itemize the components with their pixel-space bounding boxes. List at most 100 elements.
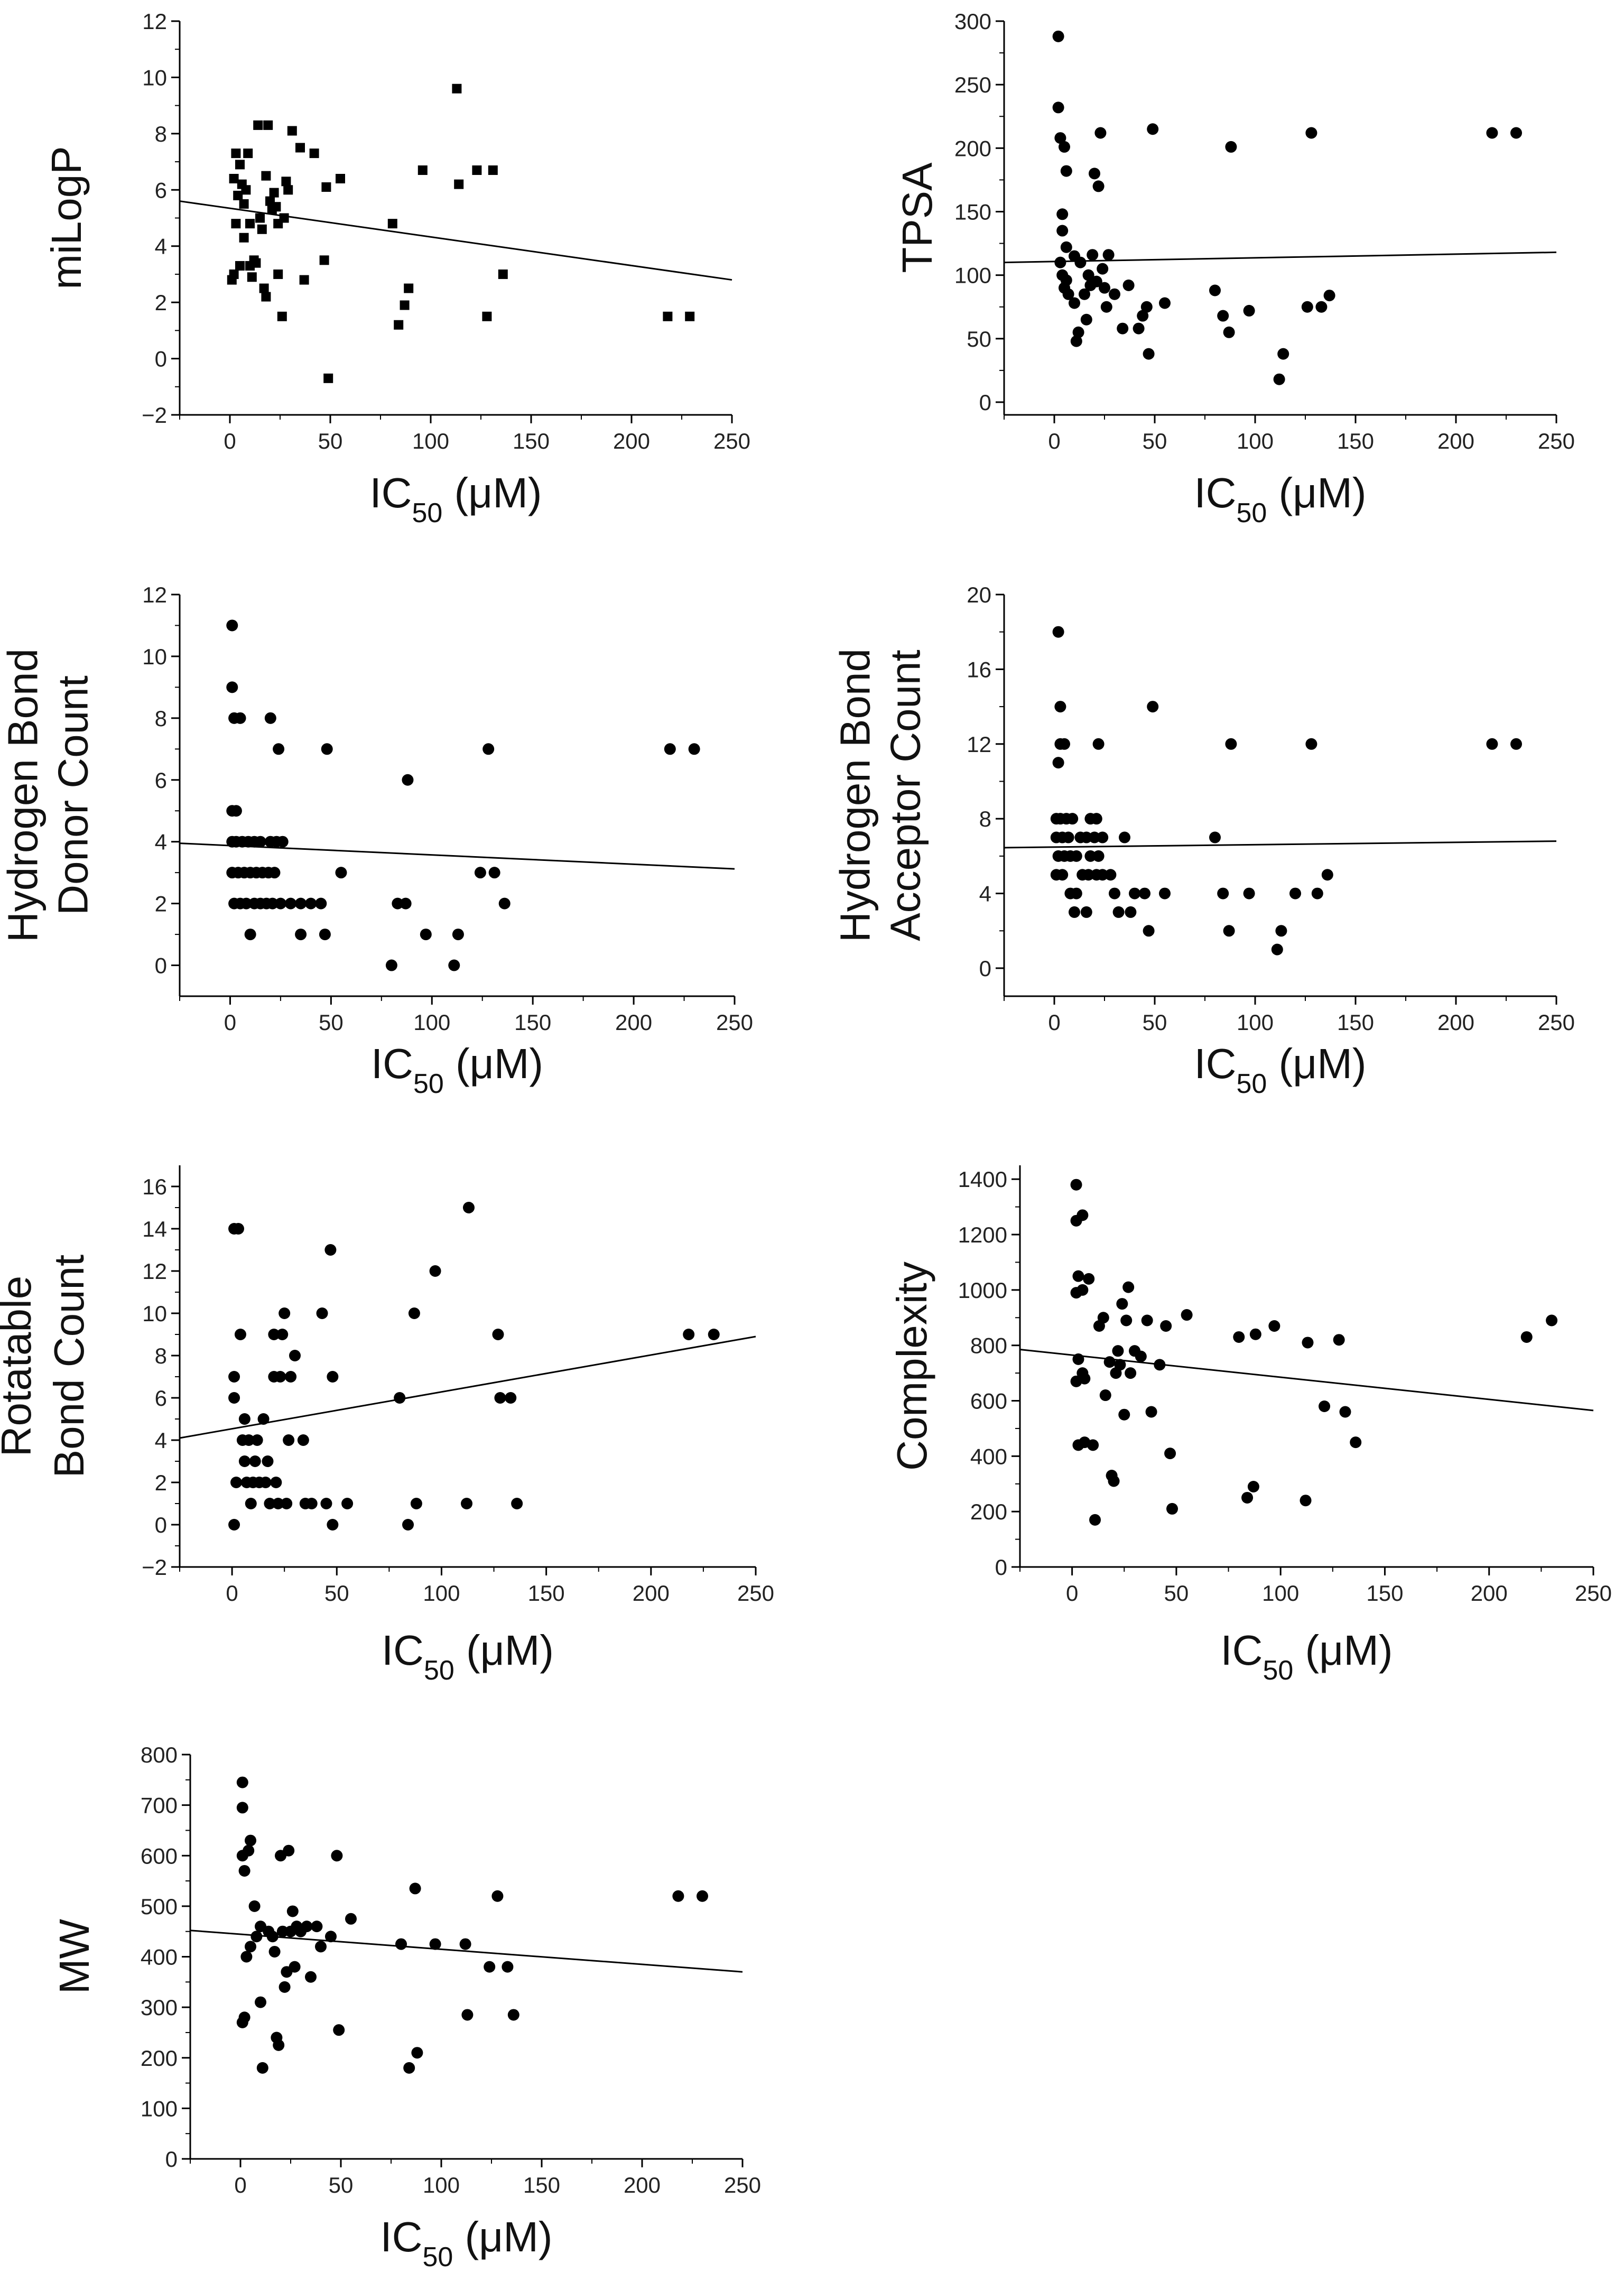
data-point (697, 1890, 708, 1902)
data-point (1243, 304, 1255, 317)
panel-rot: 0 50 100 150 200 250 −2 0 2 4 6 8 10 12 14 16 IC50 (μM) R… (0, 1165, 774, 1686)
y-tick-label: 300 (141, 1995, 178, 2020)
data-point (1072, 1353, 1084, 1365)
y-tick-label: 12 (142, 1259, 167, 1284)
data-point (264, 712, 276, 724)
data-point (482, 743, 495, 755)
data-point (1059, 141, 1070, 153)
data-point (276, 1329, 289, 1340)
y-tick-label: 100 (954, 263, 991, 288)
data-point (229, 174, 239, 183)
x-tick-label: 250 (713, 429, 750, 453)
y-tick-label: 600 (970, 1389, 1007, 1414)
data-point (228, 1371, 240, 1383)
x-tick-label: 150 (528, 1581, 565, 1606)
data-point (325, 1931, 337, 1943)
y-tick-label: 4 (155, 830, 167, 855)
data-point (1486, 738, 1498, 750)
data-point (482, 311, 492, 321)
panel-hba: 0 50 100 150 200 250 0 4 8 12 16 20 IC50 (μM) Hydroge… (832, 582, 1575, 1099)
data-point (249, 1455, 261, 1467)
data-point (244, 929, 256, 941)
data-point (1074, 256, 1087, 268)
data-point (452, 929, 464, 941)
data-point (1097, 831, 1109, 843)
data-point (461, 1498, 473, 1509)
data-point (394, 1392, 406, 1404)
panel-complexity: 0 50 100 150 200 250 0 200 400 600 800 1000 1200 1400… (888, 1165, 1612, 1686)
x-tick-label: 150 (514, 1010, 551, 1035)
data-point (231, 219, 241, 229)
data-point (411, 2047, 423, 2059)
data-point (1056, 225, 1069, 237)
y-axis-label: Complexity (888, 1262, 935, 1471)
data-point (1143, 348, 1155, 360)
data-point (1070, 1179, 1082, 1191)
data-point (236, 1776, 248, 1788)
data-point (230, 805, 242, 817)
data-point (1225, 141, 1237, 153)
data-point (1223, 925, 1235, 937)
x-tick-label: 100 (1237, 429, 1274, 453)
y-tick-label: 4 (155, 1428, 167, 1453)
data-point (1217, 310, 1229, 322)
x-tick-label: 100 (412, 429, 449, 453)
data-point (1089, 1514, 1101, 1526)
x-tick-label: 150 (1337, 1010, 1374, 1035)
data-point (494, 1392, 506, 1404)
y-tick-label: 6 (155, 1386, 167, 1411)
trend-line (179, 1335, 756, 1439)
x-tick-label: 0 (224, 1010, 236, 1035)
data-point (276, 1925, 289, 1937)
data-point (1118, 1408, 1130, 1421)
data-point (1080, 313, 1092, 326)
x-tick-label: 50 (1143, 1010, 1167, 1035)
y-tick-label: 16 (967, 657, 991, 682)
data-point (319, 929, 331, 941)
data-point (1141, 1314, 1153, 1327)
y-tick-label: 0 (155, 953, 167, 978)
data-point (1108, 1475, 1120, 1487)
data-point (1097, 1312, 1109, 1324)
data-point (394, 320, 404, 330)
y-tick-label: 4 (155, 234, 167, 259)
data-point (1100, 301, 1112, 313)
x-axis-label: IC50 (μM) (369, 469, 542, 528)
data-point (283, 185, 293, 195)
data-point (269, 188, 279, 198)
y-tick-label: 600 (141, 1843, 178, 1868)
data-point (321, 743, 333, 755)
data-point (315, 897, 327, 910)
data-point (409, 1882, 421, 1895)
data-point (245, 219, 255, 229)
y-tick-label: 0 (155, 347, 167, 372)
data-point (688, 743, 700, 755)
data-point (289, 1961, 301, 1973)
data-point (1117, 322, 1129, 335)
data-point (240, 1951, 253, 1963)
data-point (295, 897, 307, 910)
data-point (286, 1905, 299, 1917)
data-point (228, 1392, 240, 1404)
data-point (240, 897, 252, 910)
data-point (1120, 1314, 1133, 1327)
y-tick-label: 100 (141, 2096, 178, 2121)
y-tick-label: 500 (141, 1894, 178, 1919)
data-point (239, 233, 249, 243)
y-tick-label: 12 (142, 9, 167, 34)
x-tick-label: 0 (1048, 1010, 1060, 1035)
data-point (1321, 869, 1333, 881)
x-tick-label: 200 (624, 2173, 661, 2197)
data-point (232, 1223, 244, 1235)
x-tick-label: 100 (1262, 1581, 1299, 1606)
data-point (1070, 335, 1082, 347)
data-point (663, 311, 673, 321)
y-tick-label: 2 (155, 1470, 167, 1495)
data-point (395, 1938, 407, 1950)
data-point (1084, 850, 1097, 862)
data-point (273, 743, 285, 755)
data-point (1066, 813, 1079, 825)
y-tick-label: 0 (979, 390, 991, 415)
data-point (410, 1498, 422, 1509)
x-tick-label: 50 (329, 2173, 354, 2197)
